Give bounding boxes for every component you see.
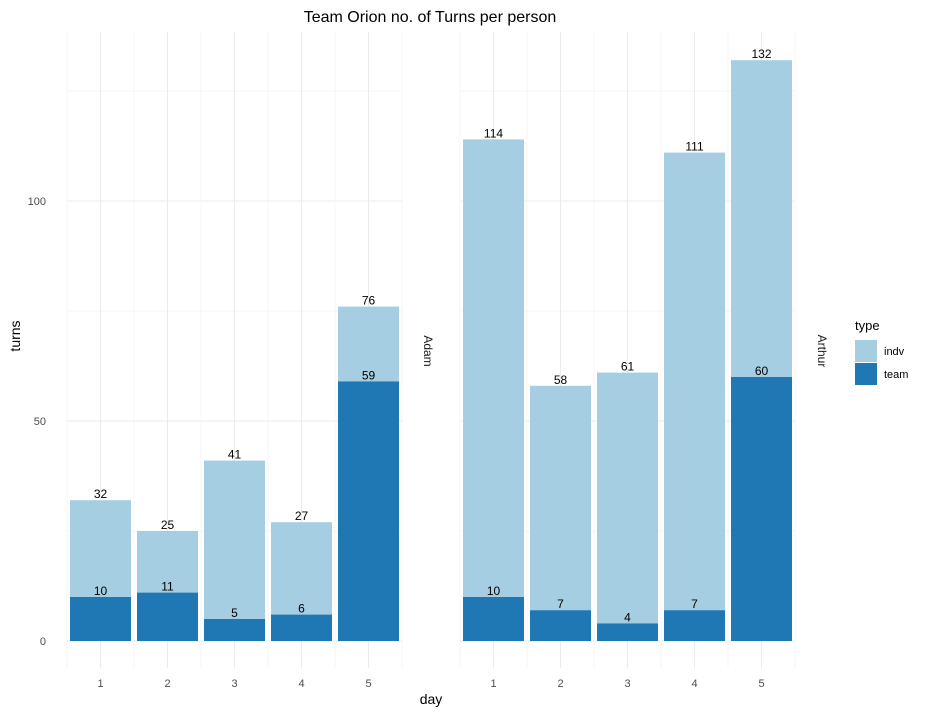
x-tick-label: 5 <box>758 678 764 690</box>
data-label-total: 114 <box>484 126 503 140</box>
data-label-team: 59 <box>362 368 376 382</box>
bar-indv <box>597 372 658 624</box>
data-label-total: 111 <box>685 140 704 154</box>
legend: type indv team <box>855 318 908 385</box>
data-label-total: 58 <box>554 373 568 387</box>
x-axis-title: day <box>420 691 443 707</box>
data-label-team: 10 <box>94 584 108 598</box>
data-label-team: 6 <box>298 602 305 616</box>
bar-indv <box>137 531 198 593</box>
facet-panels: 32 10 1 25 11 2 41 5 3 27 6 4 76 59 5 Adam 114 10 1 58 7 2 61 4… <box>66 32 829 690</box>
bar-team <box>597 623 658 641</box>
facet-panel-adam: 32 10 1 25 11 2 41 5 3 27 6 4 76 59 5 Adam <box>66 32 435 690</box>
x-tick-label: 5 <box>365 678 371 690</box>
bar-indv <box>271 522 332 615</box>
legend-label-team: team <box>884 369 908 381</box>
data-label-total: 41 <box>228 448 242 462</box>
bar-team <box>463 597 524 641</box>
data-label-total: 27 <box>295 509 309 523</box>
data-label-total: 76 <box>362 294 376 308</box>
bar-team <box>137 592 198 641</box>
y-tick-label: 100 <box>28 196 46 208</box>
x-tick-label: 4 <box>298 678 304 690</box>
x-tick-label: 1 <box>97 678 103 690</box>
data-label-team: 60 <box>755 364 769 378</box>
data-label-team: 7 <box>557 597 564 611</box>
y-tick-label: 50 <box>34 416 46 428</box>
y-tick-label: 0 <box>40 636 46 648</box>
bar-team <box>731 377 792 641</box>
data-label-total: 32 <box>94 487 108 501</box>
bar-indv <box>731 60 792 377</box>
bar-team <box>338 381 399 641</box>
data-label-team: 5 <box>231 606 238 620</box>
bar-team <box>271 614 332 641</box>
bar-team <box>530 610 591 641</box>
bar-indv <box>70 500 131 597</box>
bar-indv <box>664 152 725 611</box>
legend-title: type <box>855 318 880 333</box>
x-tick-label: 3 <box>231 678 237 690</box>
legend-swatch-indv <box>855 340 877 362</box>
data-label-total: 61 <box>621 360 635 374</box>
bar-indv <box>204 460 265 619</box>
facet-strip-label: Arthur <box>815 335 829 368</box>
bar-team <box>204 619 265 641</box>
bar-indv <box>463 139 524 597</box>
data-label-team: 11 <box>161 580 174 594</box>
data-label-total: 132 <box>751 47 771 61</box>
x-tick-label: 3 <box>624 678 630 690</box>
bar-indv <box>530 385 591 611</box>
facet-strip-label: Adam <box>421 335 435 366</box>
y-axis-title: turns <box>7 320 23 351</box>
facet-panel-arthur: 114 10 1 58 7 2 61 4 3 111 7 4 132 60 5 Arthur <box>459 32 829 690</box>
y-axis: 0 50 100 <box>28 196 46 648</box>
data-label-team: 10 <box>487 584 501 598</box>
x-tick-label: 2 <box>557 678 563 690</box>
x-tick-label: 4 <box>691 678 697 690</box>
bar-team <box>70 597 131 641</box>
data-label-team: 7 <box>691 597 698 611</box>
data-label-team: 4 <box>624 610 631 624</box>
bar-team <box>664 610 725 641</box>
data-label-total: 25 <box>161 518 175 532</box>
legend-label-indv: indv <box>884 346 905 358</box>
bar-indv <box>338 306 399 382</box>
x-tick-label: 2 <box>164 678 170 690</box>
chart-title: Team Orion no. of Turns per person <box>304 9 557 26</box>
x-tick-label: 1 <box>490 678 496 690</box>
legend-swatch-team <box>855 363 877 385</box>
